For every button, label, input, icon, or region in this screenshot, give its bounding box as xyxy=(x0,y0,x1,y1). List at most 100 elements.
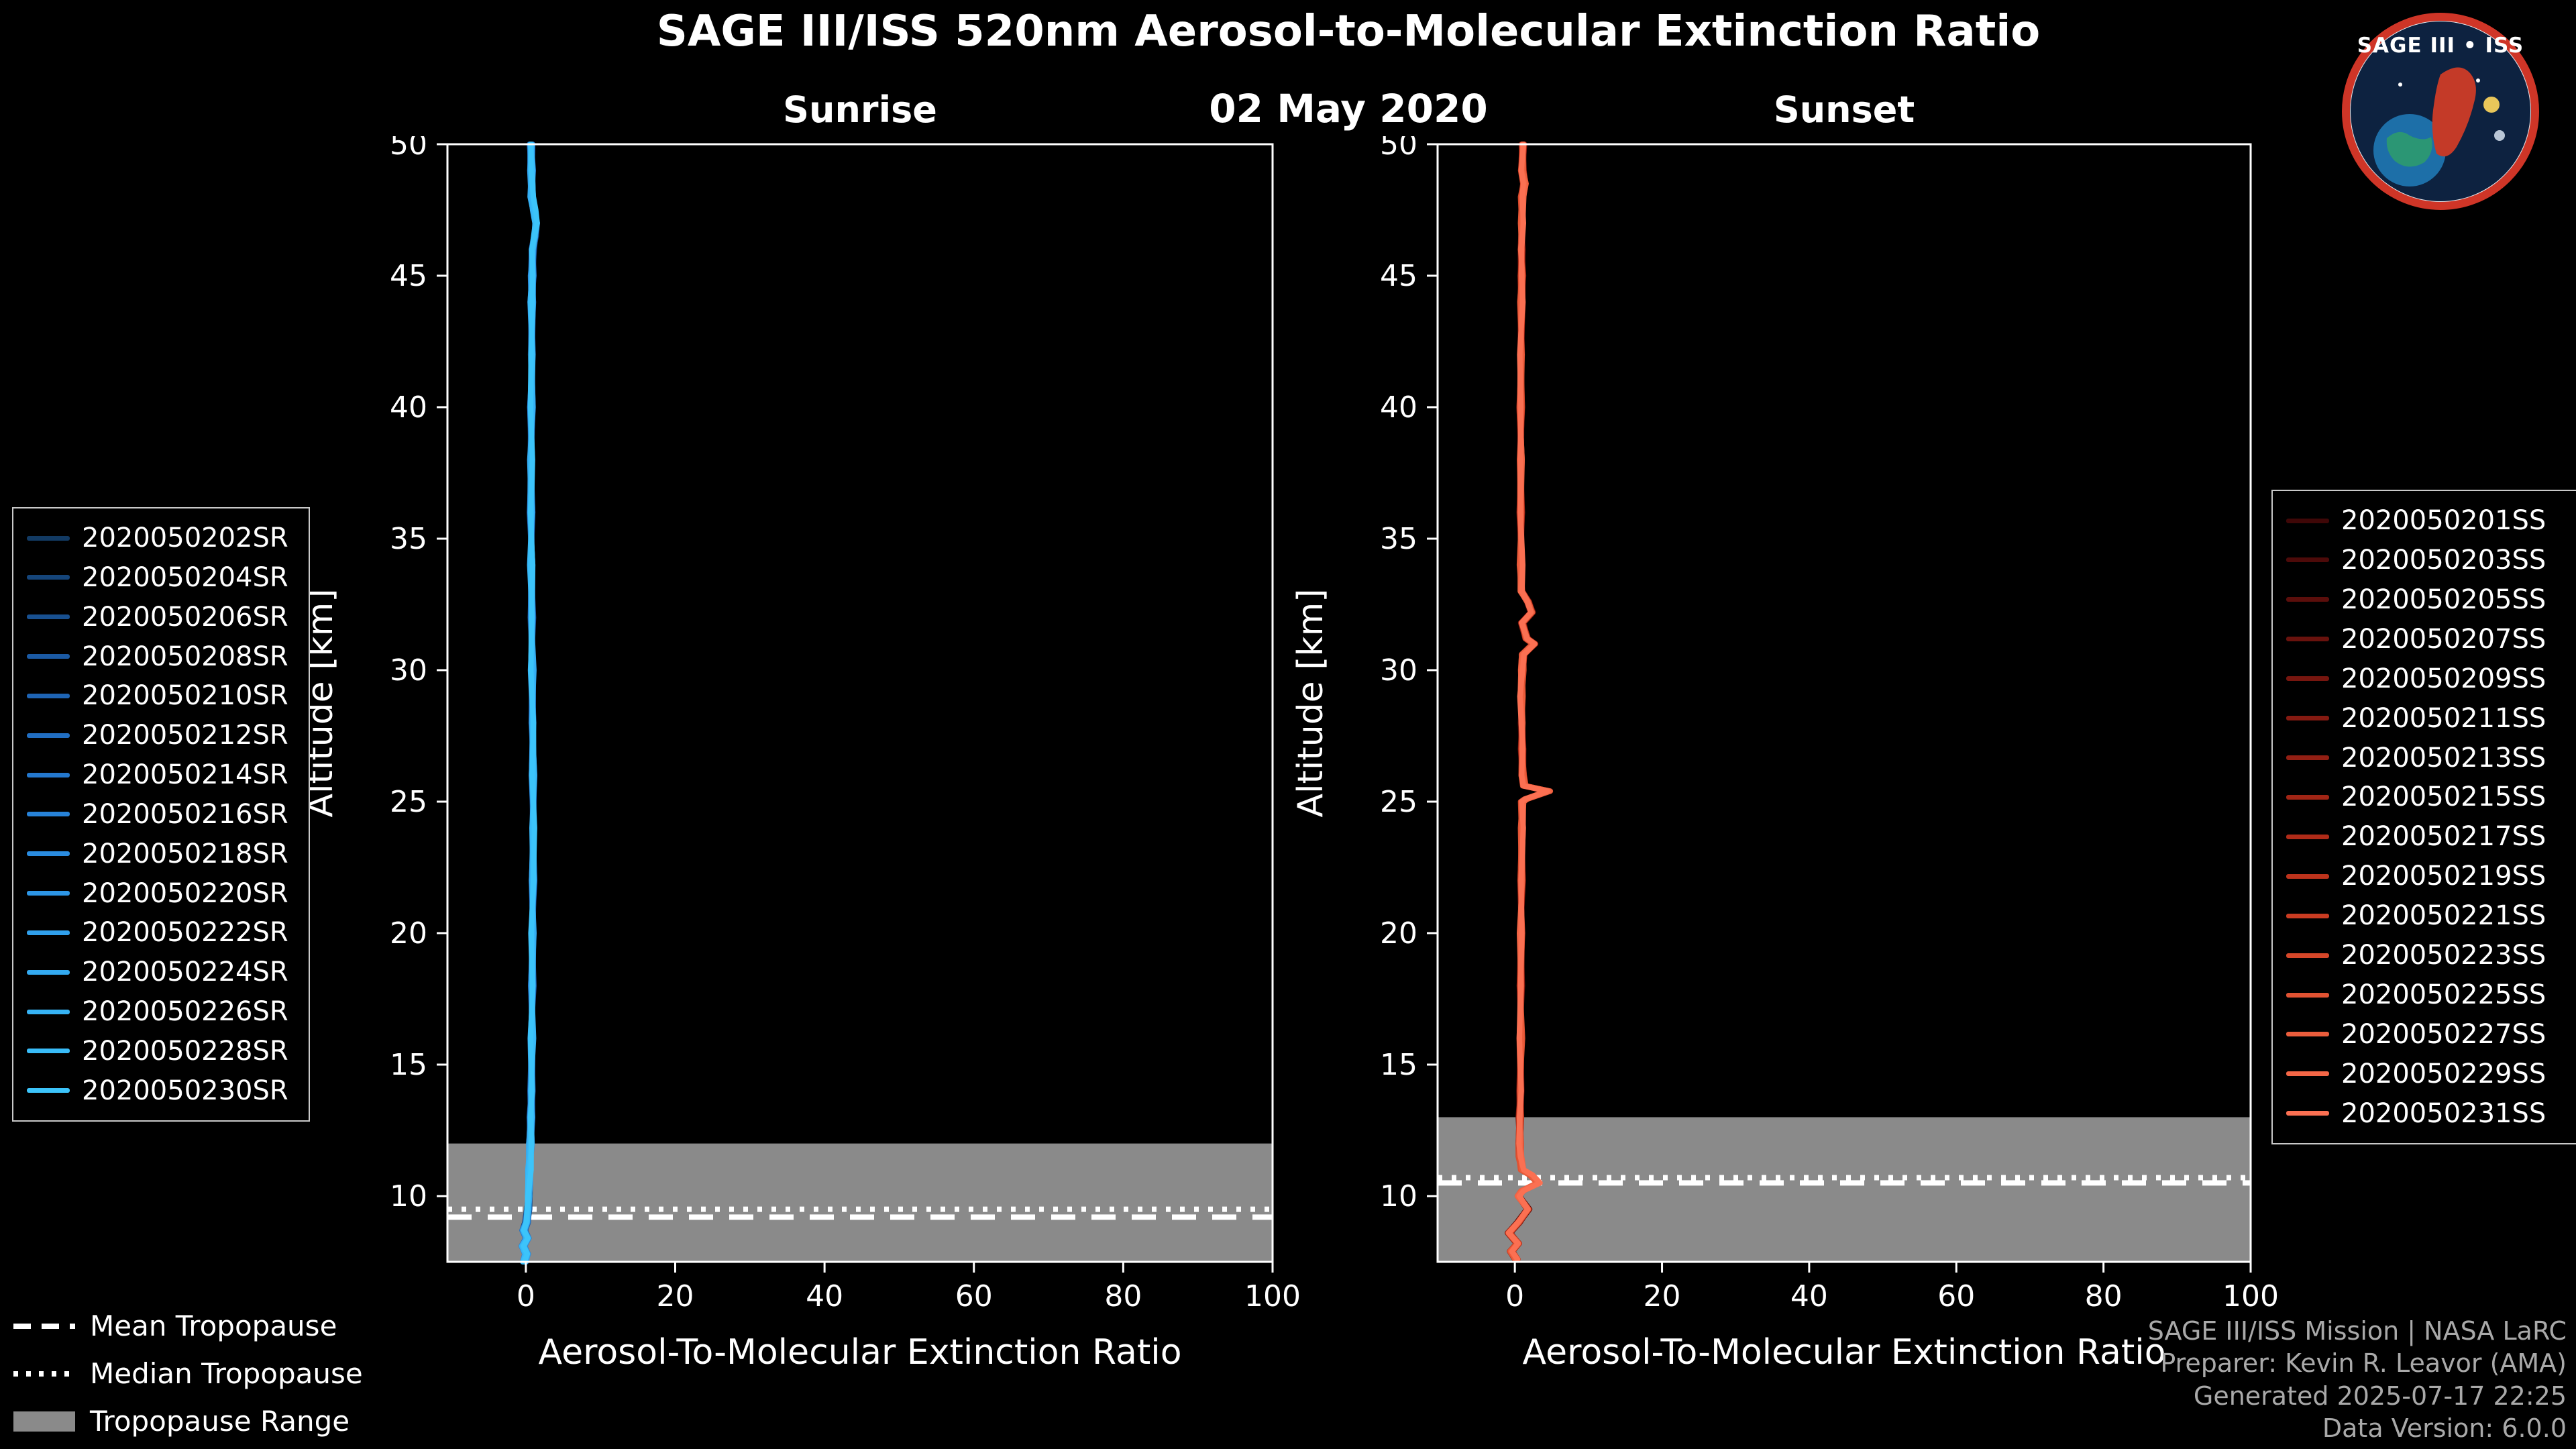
series-color-swatch xyxy=(2286,716,2329,721)
sunrise-legend: 2020050202SR 2020050204SR 2020050206SR 2020… xyxy=(12,507,310,1122)
x-tick-label: 80 xyxy=(1104,1279,1142,1313)
y-tick-label: 20 xyxy=(390,916,427,951)
logo-text: SAGE III • ISS xyxy=(2357,34,2524,58)
legend-item: 2020050221SS xyxy=(2286,897,2567,934)
series-color-swatch xyxy=(2286,992,2329,998)
sunset-chart: 0 20 40 60 80 100 10 15 20 25 30 35 40 45 50 Aerosol-To… xyxy=(1283,127,2279,1384)
x-tick-label: 100 xyxy=(2222,1279,2279,1313)
extinction-profile-line xyxy=(1505,142,1552,1263)
legend-item: 2020050219SS xyxy=(2286,857,2567,895)
series-color-swatch xyxy=(27,1049,70,1054)
series-label: 2020050209SS xyxy=(2341,663,2546,694)
y-tick-label: 30 xyxy=(1380,653,1417,688)
extinction-profile-line xyxy=(1507,142,1554,1263)
y-tick-label: 10 xyxy=(1380,1179,1417,1214)
legend-item: 2020050213SS xyxy=(2286,739,2567,777)
series-color-swatch xyxy=(27,733,70,738)
series-color-swatch xyxy=(2286,1032,2329,1037)
logo-sun-icon xyxy=(2483,97,2500,113)
tropopause-range-band xyxy=(1438,1117,2251,1262)
series-color-swatch xyxy=(2286,913,2329,918)
series-label: 2020050222SR xyxy=(82,917,288,949)
series-label: 2020050230SR xyxy=(82,1075,288,1106)
series-color-swatch xyxy=(2286,794,2329,800)
legend-item: 2020050211SS xyxy=(2286,700,2567,737)
y-tick-label: 50 xyxy=(390,136,427,162)
axes-frame xyxy=(1436,143,2252,1263)
series-label: 2020050223SS xyxy=(2341,940,2546,971)
tropopause-range-legend-row: Tropopause Range xyxy=(13,1405,363,1438)
extinction-profile-line xyxy=(1505,142,1551,1263)
legend-item: 2020050208SR xyxy=(27,638,295,676)
series-label: 2020050205SS xyxy=(2341,584,2546,615)
series-color-swatch xyxy=(2286,755,2329,761)
series-label: 2020050224SR xyxy=(82,957,288,988)
legend-item: 2020050223SS xyxy=(2286,936,2567,974)
sunrise-chart: 0 20 40 60 80 100 10 15 20 25 30 35 40 45 50 Aerosol-To… xyxy=(293,127,1301,1384)
series-label: 2020050221SS xyxy=(2341,900,2546,932)
extinction-profile-line xyxy=(1505,142,1553,1263)
legend-item: 2020050203SS xyxy=(2286,541,2567,579)
sage-logo-badge: SAGE III • ISS xyxy=(2342,13,2539,210)
range-patch-sample xyxy=(13,1411,75,1432)
series-color-swatch xyxy=(2286,676,2329,682)
mean-tropopause-legend-row: Mean Tropopause xyxy=(13,1309,363,1342)
y-tick-label: 50 xyxy=(1380,136,1417,162)
series-label: 2020050208SR xyxy=(82,641,288,672)
sunset-panel-title: Sunset xyxy=(1773,89,1915,131)
series-label: 2020050226SR xyxy=(82,996,288,1028)
series-color-swatch xyxy=(27,969,70,975)
extinction-profile-line xyxy=(1506,142,1552,1263)
sunset-legend: 2020050201SS 2020050203SS 2020050205SS 2020… xyxy=(2271,490,2576,1144)
legend-item: 2020050210SR xyxy=(27,677,295,714)
series-color-swatch xyxy=(27,891,70,896)
series-label: 2020050212SR xyxy=(82,720,288,751)
x-tick-label: 40 xyxy=(1790,1279,1828,1313)
series-color-swatch xyxy=(2286,597,2329,602)
extinction-profile-line xyxy=(1507,142,1553,1263)
legend-item: 2020050231SS xyxy=(2286,1095,2567,1132)
legend-item: 2020050227SS xyxy=(2286,1016,2567,1053)
series-color-swatch xyxy=(2286,557,2329,563)
y-tick-label: 40 xyxy=(390,390,427,425)
logo-figure-icon xyxy=(2432,67,2476,157)
series-label: 2020050206SR xyxy=(82,601,288,633)
series-color-swatch xyxy=(27,693,70,698)
legend-item: 2020050214SR xyxy=(27,756,295,794)
mission-credit: SAGE III/ISS Mission | NASA LaRC xyxy=(2147,1316,2567,1346)
y-tick-label: 15 xyxy=(1380,1048,1417,1082)
legend-item: 2020050206SR xyxy=(27,598,295,636)
y-tick-label: 25 xyxy=(1380,785,1417,819)
y-tick-label: 35 xyxy=(390,522,427,556)
legend-item: 2020050212SR xyxy=(27,716,295,754)
chart-canvas: 0 20 40 60 80 100 10 15 20 25 30 35 40 45 50 Aerosol-To… xyxy=(301,127,1301,1373)
preparer-credit: Preparer: Kevin R. Leavor (AMA) xyxy=(2160,1348,2567,1379)
legend-item: 2020050207SS xyxy=(2286,621,2567,658)
legend-item: 2020050224SR xyxy=(27,953,295,991)
y-tick-label: 35 xyxy=(1380,522,1417,556)
series-label: 2020050207SS xyxy=(2341,623,2546,655)
legend-item: 2020050230SR xyxy=(27,1072,295,1110)
series-label: 2020050217SS xyxy=(2341,821,2546,853)
legend-item: 2020050226SR xyxy=(27,993,295,1030)
mean-tropopause-label: Mean Tropopause xyxy=(90,1309,337,1342)
legend-item: 2020050204SR xyxy=(27,559,295,596)
x-tick-label: 0 xyxy=(1505,1279,1524,1313)
series-color-swatch xyxy=(27,614,70,620)
legend-item: 2020050228SR xyxy=(27,1032,295,1070)
series-color-swatch xyxy=(27,1088,70,1093)
y-tick-label: 15 xyxy=(390,1048,427,1082)
series-color-swatch xyxy=(2286,637,2329,642)
x-tick-label: 60 xyxy=(955,1279,993,1313)
legend-item: 2020050222SR xyxy=(27,914,295,951)
legend-item: 2020050202SR xyxy=(27,519,295,557)
legend-item: 2020050209SS xyxy=(2286,660,2567,698)
legend-item: 2020050229SS xyxy=(2286,1055,2567,1093)
dotted-line-sample xyxy=(13,1371,75,1377)
series-color-swatch xyxy=(2286,1111,2329,1116)
tropopause-legend: Mean Tropopause Median Tropopause Tropop… xyxy=(13,1309,363,1438)
generated-timestamp: Generated 2025-07-17 22:25 xyxy=(2193,1381,2567,1411)
x-tick-label: 20 xyxy=(1644,1279,1681,1313)
date-subtitle: 02 May 2020 xyxy=(1209,86,1488,131)
extinction-profile-line xyxy=(1506,142,1552,1263)
